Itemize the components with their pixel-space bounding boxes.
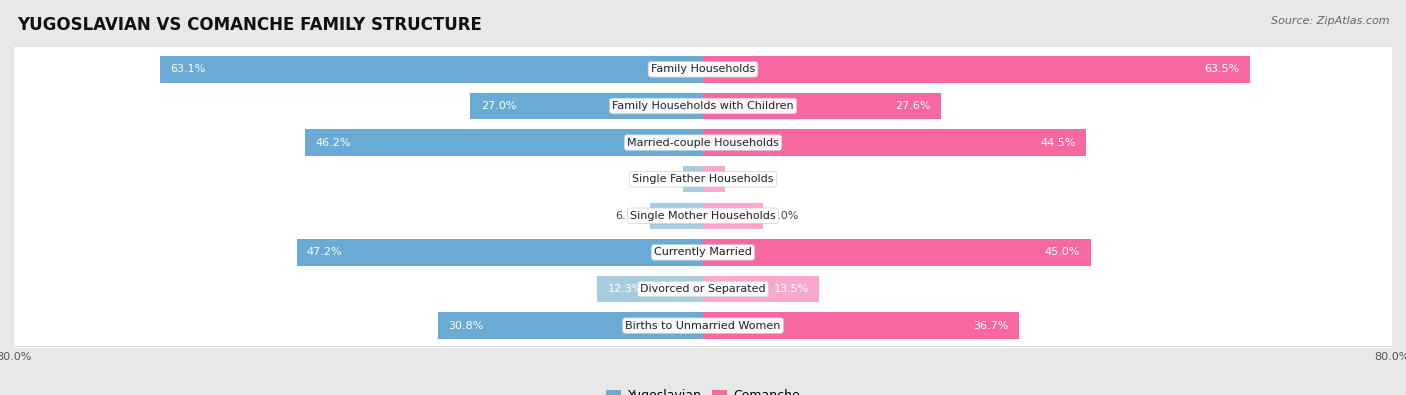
Text: Currently Married: Currently Married (654, 247, 752, 258)
Bar (598, 276, 703, 302)
Text: 7.0%: 7.0% (770, 211, 799, 221)
Text: 2.3%: 2.3% (648, 174, 676, 184)
Text: 2.5%: 2.5% (731, 174, 759, 184)
Text: Married-couple Households: Married-couple Households (627, 137, 779, 148)
Text: Divorced or Separated: Divorced or Separated (640, 284, 766, 294)
Bar (703, 312, 1019, 339)
Text: 47.2%: 47.2% (307, 247, 343, 258)
Text: 44.5%: 44.5% (1040, 137, 1076, 148)
Text: 27.6%: 27.6% (894, 101, 931, 111)
FancyBboxPatch shape (8, 303, 1398, 349)
FancyBboxPatch shape (8, 120, 1398, 166)
Text: 36.7%: 36.7% (973, 321, 1008, 331)
Bar (703, 203, 763, 229)
Bar (437, 312, 703, 339)
Text: Single Father Households: Single Father Households (633, 174, 773, 184)
FancyBboxPatch shape (8, 193, 1398, 239)
Bar (703, 166, 724, 192)
Text: Births to Unmarried Women: Births to Unmarried Women (626, 321, 780, 331)
Bar (683, 166, 703, 192)
Bar (471, 93, 703, 119)
Bar (305, 130, 703, 156)
Bar (703, 239, 1091, 265)
Text: Family Households: Family Households (651, 64, 755, 74)
Text: 6.1%: 6.1% (616, 211, 644, 221)
Text: Family Households with Children: Family Households with Children (612, 101, 794, 111)
Text: 13.5%: 13.5% (773, 284, 808, 294)
Text: 46.2%: 46.2% (315, 137, 352, 148)
Text: 12.3%: 12.3% (607, 284, 643, 294)
FancyBboxPatch shape (8, 46, 1398, 92)
Bar (703, 93, 941, 119)
FancyBboxPatch shape (8, 83, 1398, 129)
Bar (703, 56, 1250, 83)
Text: 30.8%: 30.8% (449, 321, 484, 331)
FancyBboxPatch shape (8, 156, 1398, 202)
Legend: Yugoslavian, Comanche: Yugoslavian, Comanche (602, 384, 804, 395)
Text: Source: ZipAtlas.com: Source: ZipAtlas.com (1271, 16, 1389, 26)
FancyBboxPatch shape (8, 229, 1398, 275)
FancyBboxPatch shape (8, 266, 1398, 312)
Text: 63.5%: 63.5% (1205, 64, 1240, 74)
Bar (651, 203, 703, 229)
Text: 45.0%: 45.0% (1045, 247, 1080, 258)
Text: YUGOSLAVIAN VS COMANCHE FAMILY STRUCTURE: YUGOSLAVIAN VS COMANCHE FAMILY STRUCTURE (17, 16, 482, 34)
Bar (160, 56, 703, 83)
Text: 63.1%: 63.1% (170, 64, 205, 74)
Text: Single Mother Households: Single Mother Households (630, 211, 776, 221)
Bar (297, 239, 703, 265)
Bar (703, 276, 820, 302)
Bar (703, 130, 1087, 156)
Text: 27.0%: 27.0% (481, 101, 516, 111)
